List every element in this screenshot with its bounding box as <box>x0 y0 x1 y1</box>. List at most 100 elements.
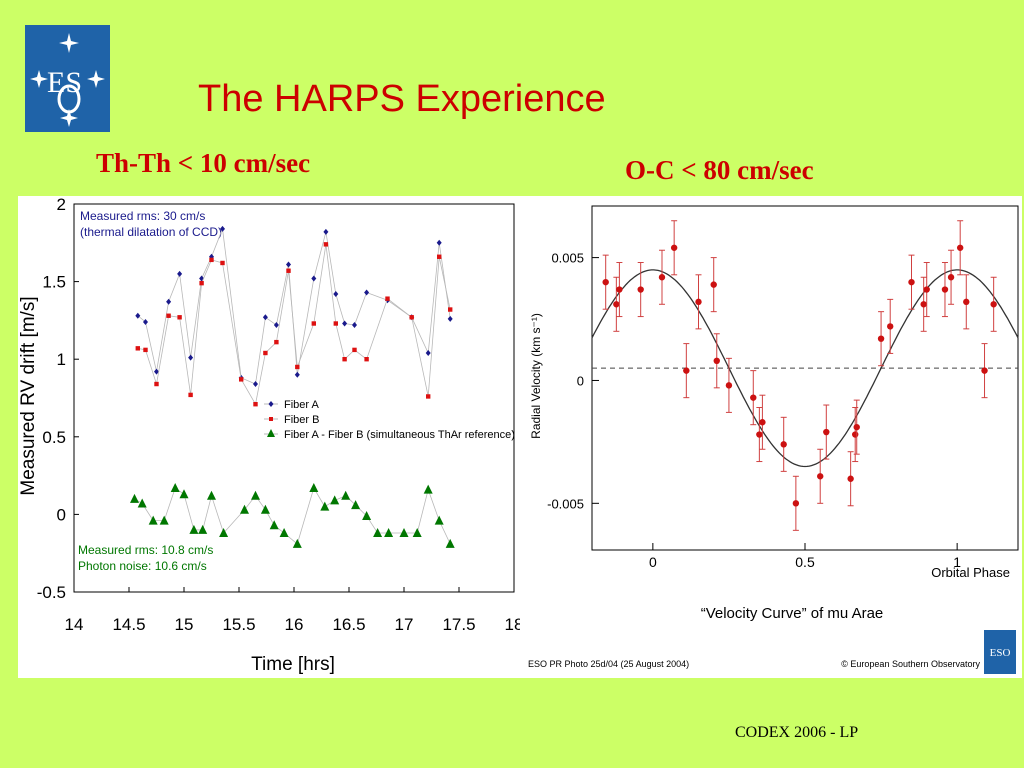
data-point <box>823 428 830 436</box>
subtitle-thth: Th-Th < 10 cm/sec <box>96 148 311 178</box>
credit-right: © European Southern Observatory <box>841 659 980 669</box>
data-point <box>613 301 620 308</box>
data-point <box>920 301 927 308</box>
y-tick-label: 0 <box>577 373 584 388</box>
fiber-a-point <box>333 291 339 298</box>
data-point <box>908 278 915 286</box>
data-point <box>817 473 824 480</box>
fiber-a-point <box>294 371 300 378</box>
fiber-b-point <box>295 364 300 370</box>
difference-point <box>309 483 319 493</box>
eso-logo: ES <box>25 25 110 132</box>
fiber-b-point <box>437 254 442 259</box>
difference-point <box>130 493 139 503</box>
legend-marker <box>268 401 274 407</box>
difference-point <box>434 515 444 525</box>
fiber-a-point <box>253 381 258 388</box>
annotation-bottom: Measured rms: 10.8 cm/s <box>78 543 213 557</box>
legend-label: Fiber A <box>284 399 320 411</box>
fiber-a-point <box>220 225 225 232</box>
difference-point <box>341 490 351 500</box>
difference-point <box>445 538 455 548</box>
velocity-curve-chart-panel: 0 0.5 1 0.005 0 -0.005 Orbital Phase Radial Vel… <box>520 196 1022 678</box>
fiber-a-point <box>323 228 329 235</box>
data-point <box>713 357 720 364</box>
fiber-b-point <box>177 315 182 320</box>
x-axis-label: Orbital Phase <box>931 565 1010 580</box>
data-point <box>990 301 997 308</box>
data-point <box>941 286 949 293</box>
fiber-b-point <box>209 257 214 263</box>
x-tick-label: 17.5 <box>442 615 475 634</box>
x-tick-label: 15 <box>175 615 194 634</box>
x-tick-label: 14 <box>65 615 84 634</box>
fiber-b-point <box>188 392 193 398</box>
y-tick-label: 2 <box>57 196 66 214</box>
fiber-b-point <box>323 242 329 247</box>
data-point <box>947 274 955 281</box>
data-point <box>683 367 690 374</box>
x-tick-label: 15.5 <box>222 615 255 634</box>
x-tick-label: 0 <box>649 554 657 570</box>
fiber-b-point <box>333 321 338 326</box>
data-point <box>847 475 854 482</box>
data-point <box>750 394 757 401</box>
credit-left: ESO PR Photo 25d/04 (25 August 2004) <box>528 659 689 669</box>
fiber-b-point <box>263 350 268 356</box>
footer-text: CODEX 2006 - LP <box>735 724 859 741</box>
y-tick-label: -0.5 <box>37 583 66 602</box>
difference-point <box>219 528 229 538</box>
fiber-b-point <box>199 280 204 286</box>
fiber-a-point <box>352 322 357 329</box>
fiber-b-point <box>166 313 171 318</box>
x-tick-label: 14.5 <box>112 615 145 634</box>
difference-point <box>148 515 158 525</box>
data-point <box>963 298 970 306</box>
y-axis-label: Measured RV drift [m/s] <box>18 296 39 495</box>
difference-point <box>384 528 394 538</box>
star-icon <box>87 70 105 88</box>
data-point <box>853 423 860 431</box>
fiber-b-point <box>286 268 291 273</box>
difference-point <box>320 501 330 511</box>
difference-point <box>159 515 169 525</box>
fiber-a-point <box>364 289 370 296</box>
fiber-b-point <box>143 347 148 353</box>
series-line <box>137 228 451 385</box>
x-tick-label: 1 <box>953 554 961 570</box>
fiber-a-point <box>135 312 141 319</box>
y-tick-label: 0.5 <box>42 428 66 447</box>
fiber-a-point <box>342 320 348 327</box>
data-point <box>981 367 988 374</box>
fiber-a-point <box>188 354 194 361</box>
eso-logo-graphic: ES <box>25 25 110 132</box>
data-point <box>887 323 894 330</box>
fiber-a-point <box>154 368 159 375</box>
difference-point <box>399 528 409 538</box>
annotation-bottom: Photon noise: 10.6 cm/s <box>78 559 207 573</box>
x-tick-label: 0.5 <box>795 554 815 570</box>
data-point <box>756 431 763 438</box>
fiber-a-point <box>209 253 214 260</box>
y-axis-label: Radial Velocity (km s⁻¹) <box>529 313 543 439</box>
difference-point <box>251 490 260 500</box>
data-point <box>658 274 666 281</box>
x-tick-label: 18 <box>505 615 520 634</box>
data-point <box>616 286 623 293</box>
velocity-curve-chart: 0 0.5 1 0.005 0 -0.005 Orbital Phase Radial Vel… <box>528 205 1019 674</box>
difference-point <box>292 538 302 548</box>
x-tick-label: 17 <box>395 615 414 634</box>
series-line <box>137 244 451 406</box>
x-tick-label: 16.5 <box>332 615 365 634</box>
fiber-b-point <box>253 402 258 407</box>
fiber-a-point <box>447 315 453 322</box>
fiber-b-point <box>154 381 159 387</box>
fitted-curve <box>591 269 1019 468</box>
x-tick-label: 16 <box>285 615 304 634</box>
plot-frame <box>591 205 1019 551</box>
fiber-a-point <box>286 261 291 268</box>
y-tick-label: 1.5 <box>42 273 66 292</box>
fiber-a-point <box>311 275 317 282</box>
legend-label: Fiber B <box>284 414 319 426</box>
difference-point <box>330 495 340 505</box>
